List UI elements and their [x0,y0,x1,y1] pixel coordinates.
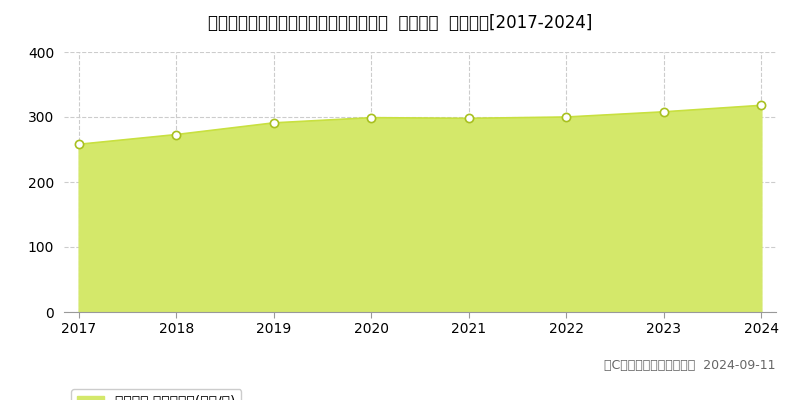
Point [170,131,182,138]
Point [365,114,378,121]
Point [72,141,85,148]
Point [560,114,573,120]
Point [267,120,280,126]
Text: 埼玉県さいたま市中央区新都心４番１外  地価公示  地価推移[2017-2024]: 埼玉県さいたま市中央区新都心４番１外 地価公示 地価推移[2017-2024] [208,14,592,32]
Point [658,108,670,115]
Text: （C）土地価格ドットコム  2024-09-11: （C）土地価格ドットコム 2024-09-11 [605,359,776,372]
Point [462,115,475,122]
Legend: 地価公示 平均坪単価(万円/坪): 地価公示 平均坪単価(万円/坪) [71,389,242,400]
Point [755,102,768,108]
